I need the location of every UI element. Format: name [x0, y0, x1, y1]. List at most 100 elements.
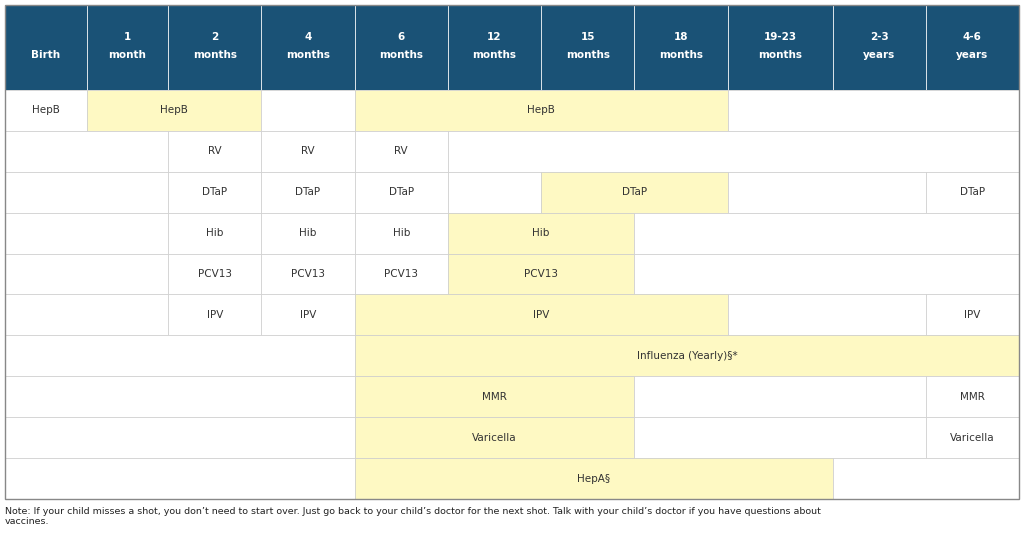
Bar — [261, 213, 354, 254]
Bar — [261, 131, 354, 172]
Bar — [168, 254, 261, 295]
Bar — [354, 131, 447, 172]
Text: PCV13: PCV13 — [291, 269, 325, 279]
FancyBboxPatch shape — [728, 5, 833, 90]
Text: 18: 18 — [674, 32, 688, 42]
Text: MMR: MMR — [482, 392, 507, 402]
Text: Varicella: Varicella — [950, 433, 994, 443]
Bar — [5, 213, 168, 254]
Bar — [354, 213, 447, 254]
Text: 12: 12 — [487, 32, 502, 42]
Bar — [5, 335, 354, 376]
Bar — [728, 295, 926, 335]
Text: months: months — [472, 50, 516, 60]
Bar — [728, 172, 926, 213]
Bar — [5, 5, 1019, 499]
Text: RV: RV — [301, 146, 314, 157]
Text: 4-6: 4-6 — [963, 32, 982, 42]
FancyBboxPatch shape — [447, 5, 541, 90]
Text: PCV13: PCV13 — [384, 269, 418, 279]
Bar — [728, 90, 1019, 131]
Bar — [168, 213, 261, 254]
Bar — [261, 172, 354, 213]
Text: month: month — [109, 50, 146, 60]
Text: Hib: Hib — [206, 228, 223, 238]
Bar — [447, 213, 635, 254]
Text: 4: 4 — [304, 32, 311, 42]
Text: Birth: Birth — [31, 50, 60, 60]
Bar — [447, 131, 1019, 172]
FancyBboxPatch shape — [5, 5, 87, 90]
Bar — [926, 417, 1019, 458]
FancyBboxPatch shape — [833, 5, 926, 90]
Bar — [354, 172, 447, 213]
Bar — [168, 295, 261, 335]
Bar — [261, 254, 354, 295]
Text: months: months — [193, 50, 237, 60]
Bar — [354, 376, 635, 417]
Text: HepB: HepB — [32, 106, 59, 116]
Bar — [5, 295, 168, 335]
Bar — [168, 131, 261, 172]
Text: Varicella: Varicella — [472, 433, 517, 443]
Bar — [261, 295, 354, 335]
Bar — [447, 254, 635, 295]
Text: months: months — [758, 50, 802, 60]
Bar — [541, 172, 728, 213]
Bar — [926, 295, 1019, 335]
Bar — [635, 417, 926, 458]
Bar — [5, 376, 354, 417]
Text: DTaP: DTaP — [389, 187, 414, 197]
Text: IPV: IPV — [207, 310, 223, 320]
Text: HepA§: HepA§ — [577, 473, 610, 484]
Text: 2: 2 — [211, 32, 218, 42]
Bar — [5, 90, 87, 131]
Text: Hib: Hib — [392, 228, 410, 238]
Text: 6: 6 — [397, 32, 404, 42]
Text: DTaP: DTaP — [296, 187, 321, 197]
Text: HepB: HepB — [160, 106, 188, 116]
Bar — [354, 458, 833, 499]
Text: IPV: IPV — [965, 310, 981, 320]
Bar — [5, 254, 168, 295]
Text: Hib: Hib — [299, 228, 316, 238]
Bar — [354, 417, 635, 458]
Text: RV: RV — [394, 146, 409, 157]
Text: years: years — [956, 50, 988, 60]
Bar — [354, 295, 728, 335]
Bar — [354, 90, 728, 131]
Bar — [447, 172, 541, 213]
Bar — [635, 254, 1019, 295]
Bar — [926, 172, 1019, 213]
Text: months: months — [565, 50, 609, 60]
Bar — [833, 458, 1019, 499]
Text: Note: If your child misses a shot, you don’t need to start over. Just go back to: Note: If your child misses a shot, you d… — [5, 507, 821, 527]
Bar — [635, 213, 1019, 254]
FancyBboxPatch shape — [926, 5, 1019, 90]
Text: 2-3: 2-3 — [869, 32, 889, 42]
Bar — [5, 458, 354, 499]
FancyBboxPatch shape — [354, 5, 447, 90]
Text: years: years — [863, 50, 895, 60]
Text: 19-23: 19-23 — [764, 32, 797, 42]
Text: 15: 15 — [581, 32, 595, 42]
Bar — [5, 131, 168, 172]
Bar — [261, 90, 354, 131]
Bar — [5, 417, 354, 458]
Text: PCV13: PCV13 — [198, 269, 231, 279]
Text: IPV: IPV — [300, 310, 316, 320]
Bar — [87, 90, 261, 131]
Text: 1: 1 — [124, 32, 131, 42]
FancyBboxPatch shape — [261, 5, 354, 90]
Text: DTaP: DTaP — [202, 187, 227, 197]
Text: PCV13: PCV13 — [524, 269, 558, 279]
Text: DTaP: DTaP — [622, 187, 647, 197]
Text: RV: RV — [208, 146, 221, 157]
Bar — [354, 335, 1019, 376]
Bar — [5, 172, 168, 213]
Bar — [354, 254, 447, 295]
Bar — [926, 376, 1019, 417]
Text: DTaP: DTaP — [959, 187, 985, 197]
Text: IPV: IPV — [532, 310, 549, 320]
Text: months: months — [379, 50, 423, 60]
